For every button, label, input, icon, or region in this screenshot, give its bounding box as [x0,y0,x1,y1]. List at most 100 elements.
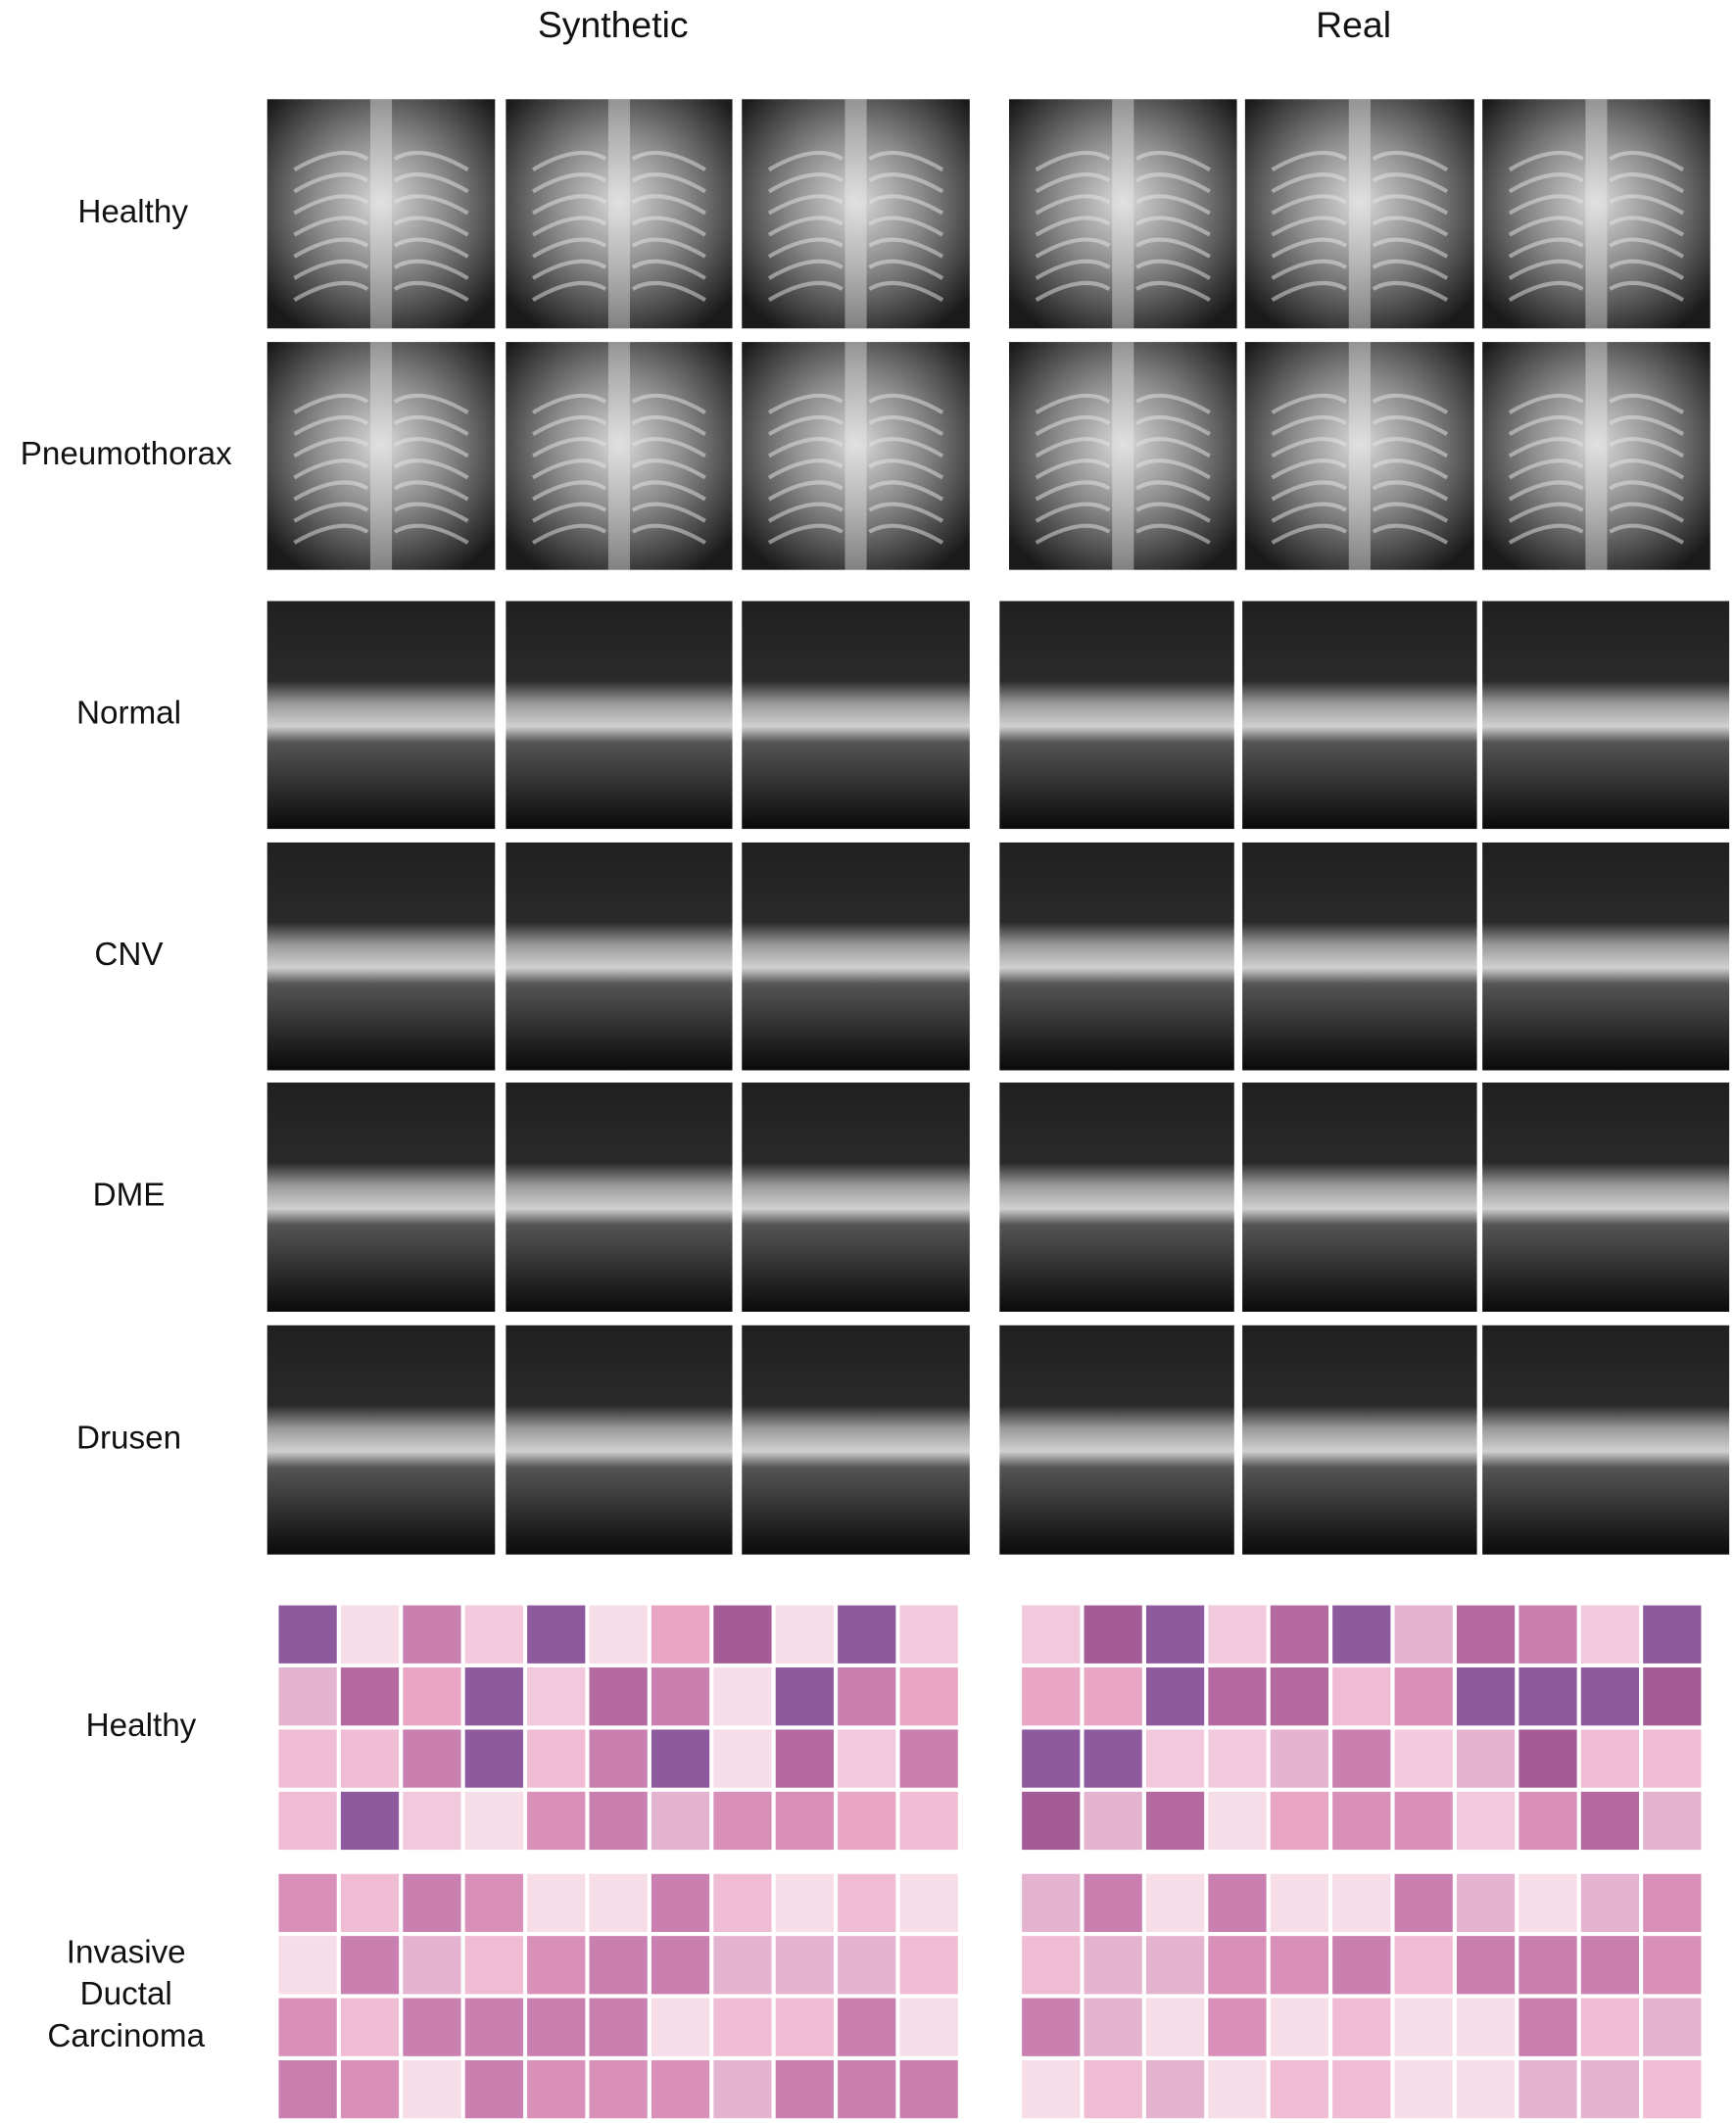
histology-patch [340,1998,400,2056]
histology-patch [775,1791,834,1851]
histology-patch [899,2059,958,2119]
row-label: DME [93,1178,166,1214]
histology-patch [1208,1605,1267,1664]
rib [1271,502,1449,523]
rib [531,150,706,172]
rib [1035,150,1211,172]
histology-patch [464,1998,523,2056]
histology-patch [838,1729,896,1788]
rib [1508,237,1685,259]
histology-patch [589,1873,648,1932]
histology-patch [464,2059,523,2119]
histology-patch [1084,1729,1142,1788]
rib [1035,280,1211,302]
rib [531,237,706,259]
rib [293,150,469,172]
histology-patch [589,1791,648,1851]
histology-patch [775,1605,834,1664]
histology-patch [1208,2059,1267,2119]
rib [1035,172,1211,194]
histology-patch [1145,1605,1205,1664]
rib [1508,280,1685,302]
histology-patch [464,1667,523,1726]
histology-patch [1208,1791,1267,1851]
rib [1271,237,1449,259]
histology-patch [1022,1605,1081,1664]
histology-patch [403,1667,461,1726]
histology-patch [1394,1667,1453,1726]
histology-patch [527,2059,586,2119]
rib [293,458,469,480]
histology-patch [589,1936,648,1995]
spine [1585,99,1608,329]
oct-image [266,1082,496,1312]
rib [1271,437,1449,458]
rib [531,280,706,302]
histology-patch [1643,1998,1702,2056]
histology-patch [1643,1729,1702,1788]
rib [767,437,944,458]
histology-patch [713,1791,772,1851]
histology-patch [403,1998,461,2056]
row-label: Pneumothorax [21,436,232,472]
oct-image [999,1082,1234,1312]
histology-patch [1022,1667,1081,1726]
rib [1035,259,1211,280]
histology-patch [278,1791,337,1851]
rib [293,237,469,259]
rib [1271,172,1449,194]
rib [293,523,469,545]
histology-patch [527,1667,586,1726]
histology-patch [1394,1998,1453,2056]
histology-patch [340,1729,400,1788]
spine [1348,342,1371,570]
histology-patch [1208,1873,1267,1932]
histology-patch [340,1873,400,1932]
histology-patch [403,1873,461,1932]
rib [293,172,469,194]
histology-patch [1394,1605,1453,1664]
histology-patch [713,1873,772,1932]
histology-patch [1456,1667,1516,1726]
oct-image [1482,842,1730,1071]
oct-image [506,601,733,830]
histology-patch [1332,1667,1391,1726]
rib [531,502,706,523]
histology-patch [1145,1936,1205,1995]
xray-image [266,342,496,570]
histology-patch [1456,2059,1516,2119]
row-label: Healthy [77,194,188,230]
histology-patch [899,1729,958,1788]
oct-image [1242,1325,1477,1555]
histology-patch [403,1936,461,1995]
rib [1271,280,1449,302]
rib [1508,259,1685,280]
histology-patch [1332,1729,1391,1788]
histology-patch [1643,1605,1702,1664]
row-label: Carcinoma [47,2018,205,2054]
rib [1035,216,1211,237]
xray-image [1482,99,1711,329]
histology-patch [651,1936,710,1995]
xray-image [1244,342,1474,570]
rib [1508,437,1685,458]
histology-patch [1519,1605,1577,1664]
oct-image [1482,601,1730,830]
histology-patch [1145,2059,1205,2119]
rib [767,237,944,259]
histology-patch [838,1998,896,2056]
histology-patch [464,1791,523,1851]
rib [1035,458,1211,480]
spine [844,99,867,329]
histology-patch [1022,1936,1081,1995]
histology-patch [1145,1998,1205,2056]
histology-patch [278,1936,337,1995]
rib [293,194,469,216]
spine [844,342,867,570]
histology-patch [1084,1873,1142,1932]
histology-patch [1022,1729,1081,1788]
histology-patch [1580,1936,1640,1995]
xray-image [1244,99,1474,329]
oct-image [1482,1325,1730,1555]
histology-patch [278,2059,337,2119]
